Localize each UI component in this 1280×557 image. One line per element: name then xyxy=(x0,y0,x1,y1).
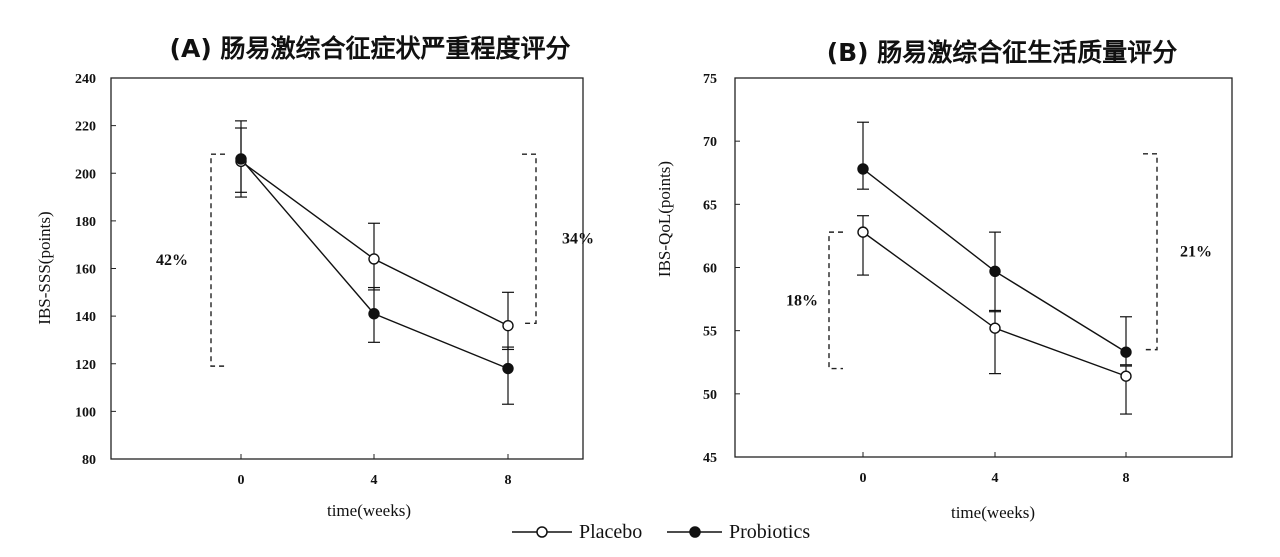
y-tick-label: 45 xyxy=(703,451,717,466)
y-tick-label: 180 xyxy=(75,215,96,230)
y-tick-label: 120 xyxy=(75,358,96,373)
y-tick-label: 55 xyxy=(703,325,717,340)
chart-b-y-axis: 45 50 55 60 65 70 75 xyxy=(703,72,740,466)
y-tick-label: 60 xyxy=(703,262,717,277)
y-tick-label: 220 xyxy=(75,120,96,135)
data-point-probiotics xyxy=(989,265,1001,277)
y-tick-label: 160 xyxy=(75,263,96,278)
chart-panel-a: (A) 肠易激综合征症状严重程度评分 IBS-SSS(points) time(… xyxy=(35,34,594,520)
data-point-placebo xyxy=(857,226,869,238)
y-tick-label: 70 xyxy=(703,135,717,150)
x-tick-label: 4 xyxy=(371,473,378,488)
chart-b-annotations: 18% 21% xyxy=(786,153,1212,370)
change-percent-label: 34% xyxy=(562,231,594,248)
data-point-placebo xyxy=(368,253,380,265)
change-bracket xyxy=(210,153,225,367)
chart-a-y-axis: 80 100 120 140 160 180 200 220 240 xyxy=(75,72,116,468)
chart-b-title: (B) 肠易激综合征生活质量评分 xyxy=(827,38,1178,67)
legend-probiotics-label: Probiotics xyxy=(729,521,810,543)
chart-b-xlabel: time(weeks) xyxy=(951,503,1035,522)
data-point-probiotics xyxy=(368,308,380,320)
chart-a-title: (A) 肠易激综合征症状严重程度评分 xyxy=(170,34,571,63)
y-tick-label: 100 xyxy=(75,405,96,420)
data-point-placebo xyxy=(989,322,1001,334)
chart-a-xlabel: time(weeks) xyxy=(327,501,411,520)
change-bracket xyxy=(522,153,537,324)
change-bracket xyxy=(828,231,843,370)
data-point-placebo xyxy=(502,319,514,332)
y-tick-label: 50 xyxy=(703,388,717,403)
y-tick-label: 200 xyxy=(75,167,96,182)
legend-probiotics-marker xyxy=(689,526,701,538)
data-point-probiotics xyxy=(1120,346,1132,358)
data-point-probiotics xyxy=(235,153,247,165)
y-tick-label: 65 xyxy=(703,198,717,213)
data-point-probiotics xyxy=(502,362,514,375)
data-point-placebo xyxy=(1120,370,1132,382)
chart-b-ylabel: IBS-QoL(points) xyxy=(655,161,674,277)
y-tick-label: 240 xyxy=(75,72,96,87)
chart-b-series xyxy=(857,121,1132,415)
legend-placebo-label: Placebo xyxy=(579,521,642,543)
y-tick-label: 140 xyxy=(75,310,96,325)
chart-b-x-axis: 0 4 8 xyxy=(860,452,1130,486)
chart-a-annotations: 42% 34% xyxy=(156,153,594,367)
change-bracket xyxy=(1143,153,1158,351)
legend: Placebo Probiotics xyxy=(512,521,810,543)
chart-a-series xyxy=(235,120,514,405)
chart-a-ylabel: IBS-SSS(points) xyxy=(35,211,54,324)
y-tick-label: 75 xyxy=(703,72,717,87)
chart-panel-b: (B) 肠易激综合征生活质量评分 IBS-QoL(points) time(we… xyxy=(655,38,1233,522)
x-tick-label: 4 xyxy=(992,471,999,486)
change-percent-label: 18% xyxy=(786,292,818,309)
x-tick-label: 8 xyxy=(505,473,512,488)
change-percent-label: 42% xyxy=(156,252,188,269)
chart-a-x-axis: 0 4 8 xyxy=(238,454,512,488)
y-tick-label: 80 xyxy=(82,453,96,468)
change-percent-label: 21% xyxy=(1180,244,1212,261)
data-point-probiotics xyxy=(857,163,869,175)
x-tick-label: 0 xyxy=(238,473,245,488)
legend-placebo-marker xyxy=(536,526,548,538)
x-tick-label: 0 xyxy=(860,471,867,486)
x-tick-label: 8 xyxy=(1123,471,1130,486)
